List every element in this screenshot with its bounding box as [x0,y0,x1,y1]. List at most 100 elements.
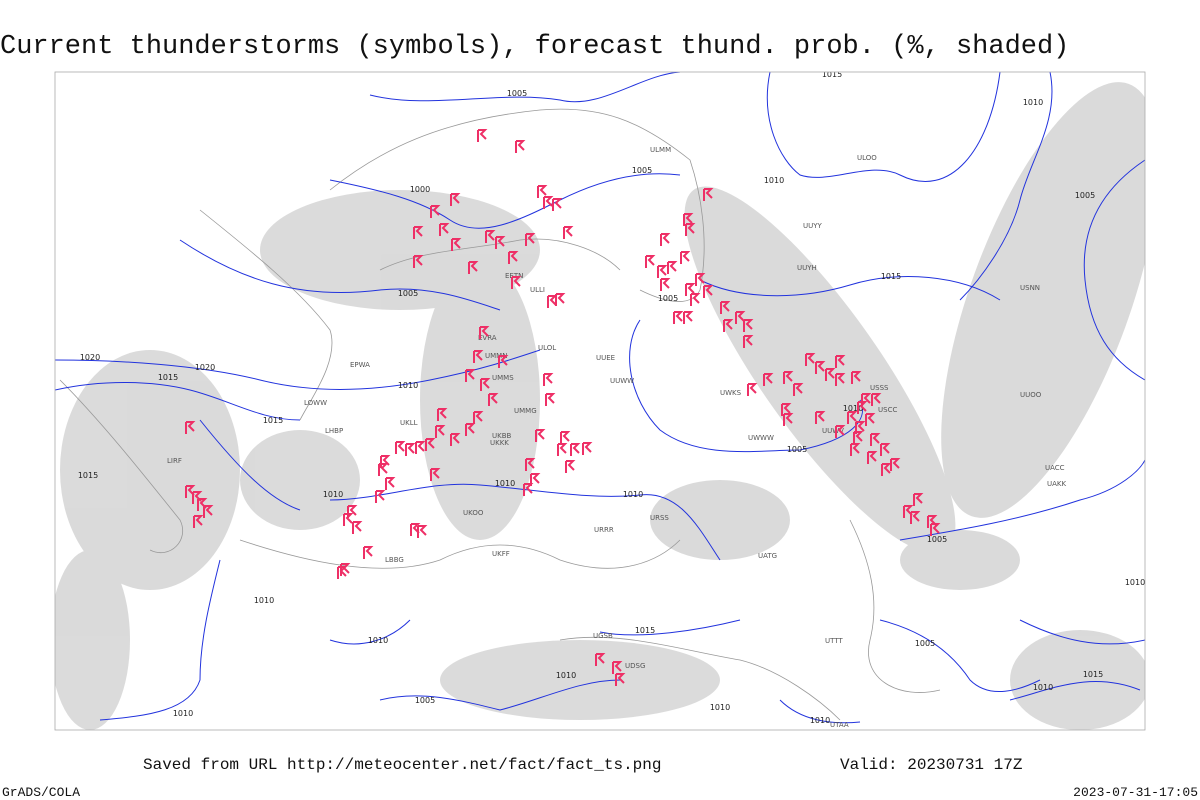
thunderstorm-symbol [450,433,461,446]
station-label: LIRF [167,457,182,465]
thunderstorm-symbol [555,293,566,306]
thunderstorm-symbol [511,276,522,289]
source-url: Saved from URL http://meteocenter.net/fa… [143,756,661,774]
thunderstorm-symbol [560,431,571,444]
thunderstorm-symbol [197,498,208,511]
thunderstorm-symbol [835,425,846,438]
thunderstorm-symbol [660,233,671,246]
thunderstorm-symbol [530,473,541,486]
thunderstorm-symbol [910,511,921,524]
thunderstorm-symbol [657,265,668,278]
thunderstorm-symbol [743,335,754,348]
thunderstorm-symbol [660,278,671,291]
coastlines [59,108,941,721]
thunderstorm-symbol [547,295,558,308]
thunderstorm-symbol [498,355,509,368]
map-title: Current thunderstorms (symbols), forecas… [0,32,1069,62]
thunderstorm-symbol [881,463,892,476]
station-label: UDSG [625,662,645,670]
thunderstorm-symbol [552,198,563,211]
station-label: LOWW [304,399,327,407]
station-label: UATG [758,552,777,560]
station-label: UUEE [596,354,615,362]
thunderstorm-symbol [425,438,436,451]
isobar-label: 1010 [1033,683,1053,692]
isobar-label: 1010 [764,176,784,185]
station-label: USNN [1020,284,1040,292]
thunderstorm-symbol [417,525,428,538]
station-label: USCC [878,406,897,414]
thunderstorm-symbols [185,129,941,686]
thunderstorm-symbol [451,238,462,251]
thunderstorm-symbol [685,283,696,296]
thunderstorm-symbol [415,441,426,454]
map-frame [54,71,1146,731]
isobar-label: 1010 [398,381,418,390]
station-label: UUWW [610,377,634,385]
thunderstorm-symbol [375,490,386,503]
thunderstorm-symbol [545,393,556,406]
thunderstorm-symbol [850,443,861,456]
thunderstorm-symbol [535,429,546,442]
thunderstorm-symbol [685,223,696,236]
isobar-label: 1005 [915,639,935,648]
thunderstorm-symbol [465,423,476,436]
isobar-label: 1020 [80,353,100,362]
thunderstorm-symbol [595,653,606,666]
station-label: EPWA [350,361,370,369]
thunderstorm-symbol [825,368,836,381]
thunderstorm-symbol [805,353,816,366]
station-label: UKBB [492,432,512,440]
thunderstorm-symbol [851,371,862,384]
thunderstorm-symbol [435,425,446,438]
station-label: UKLL [400,419,418,427]
thunderstorm-symbol [515,140,526,153]
thunderstorm-symbol [523,483,534,496]
station-label: UWWW [748,434,774,442]
thunderstorm-symbol [703,285,714,298]
station-label: UKOO [463,509,484,517]
thunderstorm-symbol [763,373,774,386]
thunderstorm-symbol [563,226,574,239]
isobar-label: 1010 [368,636,388,645]
thunderstorm-symbol [723,319,734,332]
thunderstorm-symbol [871,393,882,406]
thunderstorm-symbol [378,463,389,476]
thunderstorm-symbol [930,523,941,536]
station-label: URSS [650,514,669,522]
station-label: UTAA [830,721,849,729]
thunderstorm-symbol [815,411,826,424]
isobar-label: 1010 [556,671,576,680]
software-credit: GrADS/COLA [2,785,80,800]
thunderstorm-symbol [450,193,461,206]
thunderstorm-symbol [570,443,581,456]
thunderstorm-symbol [582,442,593,455]
thunderstorm-symbol [480,378,491,391]
thunderstorm-symbol [430,468,441,481]
isobar-label: 1010 [254,596,274,605]
thunderstorm-symbol [537,185,548,198]
thunderstorm-symbol [683,213,694,226]
thunderstorm-symbol [781,403,792,416]
thunderstorm-symbol [927,515,938,528]
thunderstorm-symbol [413,255,424,268]
thunderstorm-symbol [380,455,391,468]
probability-shading [55,82,1145,730]
thunderstorm-symbol [645,255,656,268]
thunderstorm-symbol [903,505,914,518]
thunderstorm-symbol [565,460,576,473]
isobar-label: 1005 [507,89,527,98]
isobar-label: 1010 [710,703,730,712]
isobar-label: 1015 [635,626,655,635]
station-label: UACC [1045,464,1065,472]
thunderstorm-symbol [343,513,354,526]
station-label: UUWV [822,427,844,435]
station-label: ULMM [650,146,671,154]
thunderstorm-symbol [410,523,421,536]
thunderstorm-symbol [473,350,484,363]
station-label: URRR [594,526,614,534]
thunderstorm-symbol [465,369,476,382]
station-label: UTTT [825,637,843,645]
thunderstorm-symbol [793,383,804,396]
